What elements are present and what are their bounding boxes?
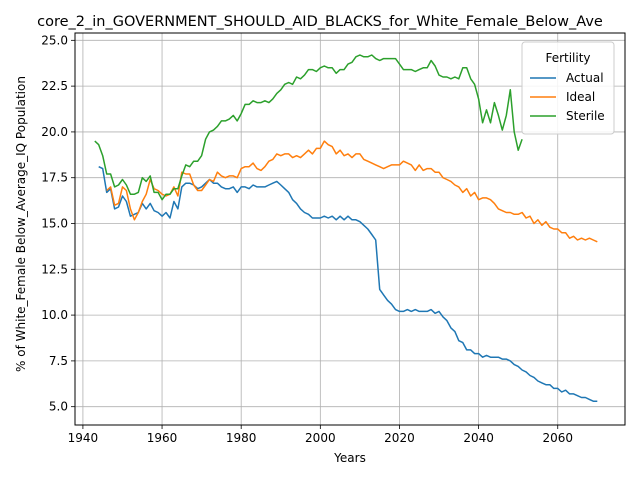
- y-tick-label: 15.0: [41, 217, 68, 231]
- series-line-ideal: [106, 140, 598, 243]
- y-axis: 5.0 7.5 10.0 12.5 15.0 17.5 20.0 22.5 25.0: [41, 33, 75, 414]
- x-tick-label: 2040: [463, 431, 494, 445]
- plot-frame: [74, 32, 626, 426]
- legend-label-actual: Actual: [566, 71, 604, 85]
- x-tick-label: 1960: [147, 431, 178, 445]
- legend-label-sterile: Sterile: [566, 109, 605, 123]
- chart-title: core_2_in_GOVERNMENT_SHOULD_AID_BLACKS_f…: [37, 14, 603, 30]
- y-tick-label: 17.5: [41, 171, 68, 185]
- x-axis-label: Years: [333, 451, 366, 465]
- legend-box: [521, 41, 615, 135]
- legend-label-ideal: Ideal: [566, 90, 595, 104]
- legend-items: Actual Ideal Sterile: [530, 71, 605, 123]
- legend: Fertility Actual Ideal Sterile: [521, 41, 615, 135]
- y-tick-label: 7.5: [49, 354, 68, 368]
- y-tick-label: 22.5: [41, 79, 68, 93]
- legend-title: Fertility: [545, 51, 590, 65]
- series-line-sterile: [94, 54, 523, 201]
- y-axis-label: % of White_Female Below_Average_IQ Popul…: [14, 76, 28, 372]
- x-tick-label: 2000: [305, 431, 336, 445]
- x-tick-label: 1980: [226, 431, 257, 445]
- y-tick-label: 25.0: [41, 33, 68, 47]
- grid: [75, 33, 625, 425]
- series-layer: [94, 54, 598, 402]
- y-tick-label: 10.0: [41, 308, 68, 322]
- series-line-actual: [98, 166, 598, 402]
- y-tick-label: 20.0: [41, 125, 68, 139]
- y-tick-label: 5.0: [49, 400, 68, 414]
- x-tick-label: 2020: [384, 431, 415, 445]
- x-axis: 1940 1960 1980 2000 2020 2040 2060: [68, 425, 573, 445]
- y-tick-label: 12.5: [41, 262, 68, 276]
- x-tick-label: 2060: [542, 431, 573, 445]
- x-tick-label: 1940: [68, 431, 99, 445]
